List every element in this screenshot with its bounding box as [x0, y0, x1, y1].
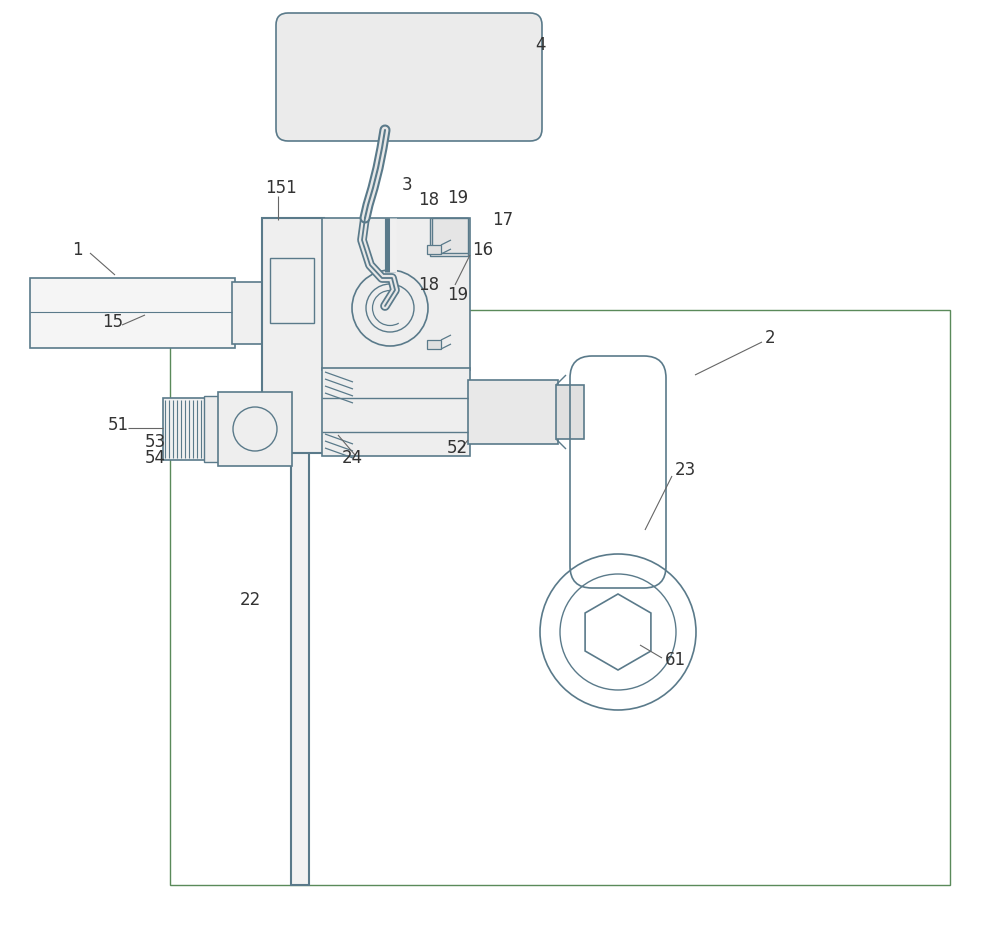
Text: 16: 16 — [472, 241, 493, 259]
Text: 51: 51 — [108, 416, 129, 434]
Text: 53: 53 — [145, 433, 166, 451]
Bar — [430, 218, 468, 256]
Text: 18: 18 — [418, 191, 439, 209]
Bar — [322, 368, 470, 456]
Text: 18: 18 — [418, 276, 439, 294]
Text: 151: 151 — [265, 179, 297, 197]
Text: 61: 61 — [665, 651, 686, 669]
FancyBboxPatch shape — [276, 13, 542, 141]
Bar — [232, 282, 262, 344]
Bar — [218, 392, 292, 466]
Text: 54: 54 — [145, 449, 166, 467]
Bar — [204, 396, 220, 462]
Bar — [322, 218, 470, 370]
Bar — [556, 385, 584, 439]
Bar — [427, 245, 441, 254]
Bar — [468, 380, 558, 444]
Text: 52: 52 — [447, 439, 468, 457]
Text: 24: 24 — [342, 449, 363, 467]
Bar — [291, 430, 309, 885]
Text: 23: 23 — [675, 461, 696, 479]
Bar — [432, 218, 468, 253]
Bar — [262, 218, 324, 453]
Text: 2: 2 — [765, 329, 776, 347]
Bar — [270, 258, 314, 323]
Text: 17: 17 — [492, 211, 513, 229]
Bar — [427, 340, 441, 349]
Bar — [30, 278, 235, 348]
Text: 3: 3 — [402, 176, 413, 194]
Bar — [163, 398, 205, 460]
Text: 15: 15 — [102, 313, 123, 331]
Text: 19: 19 — [447, 286, 468, 304]
Text: 19: 19 — [447, 189, 468, 207]
Text: 1: 1 — [72, 241, 83, 259]
Text: 4: 4 — [535, 36, 546, 54]
Text: 22: 22 — [240, 591, 261, 609]
Bar — [170, 310, 950, 885]
